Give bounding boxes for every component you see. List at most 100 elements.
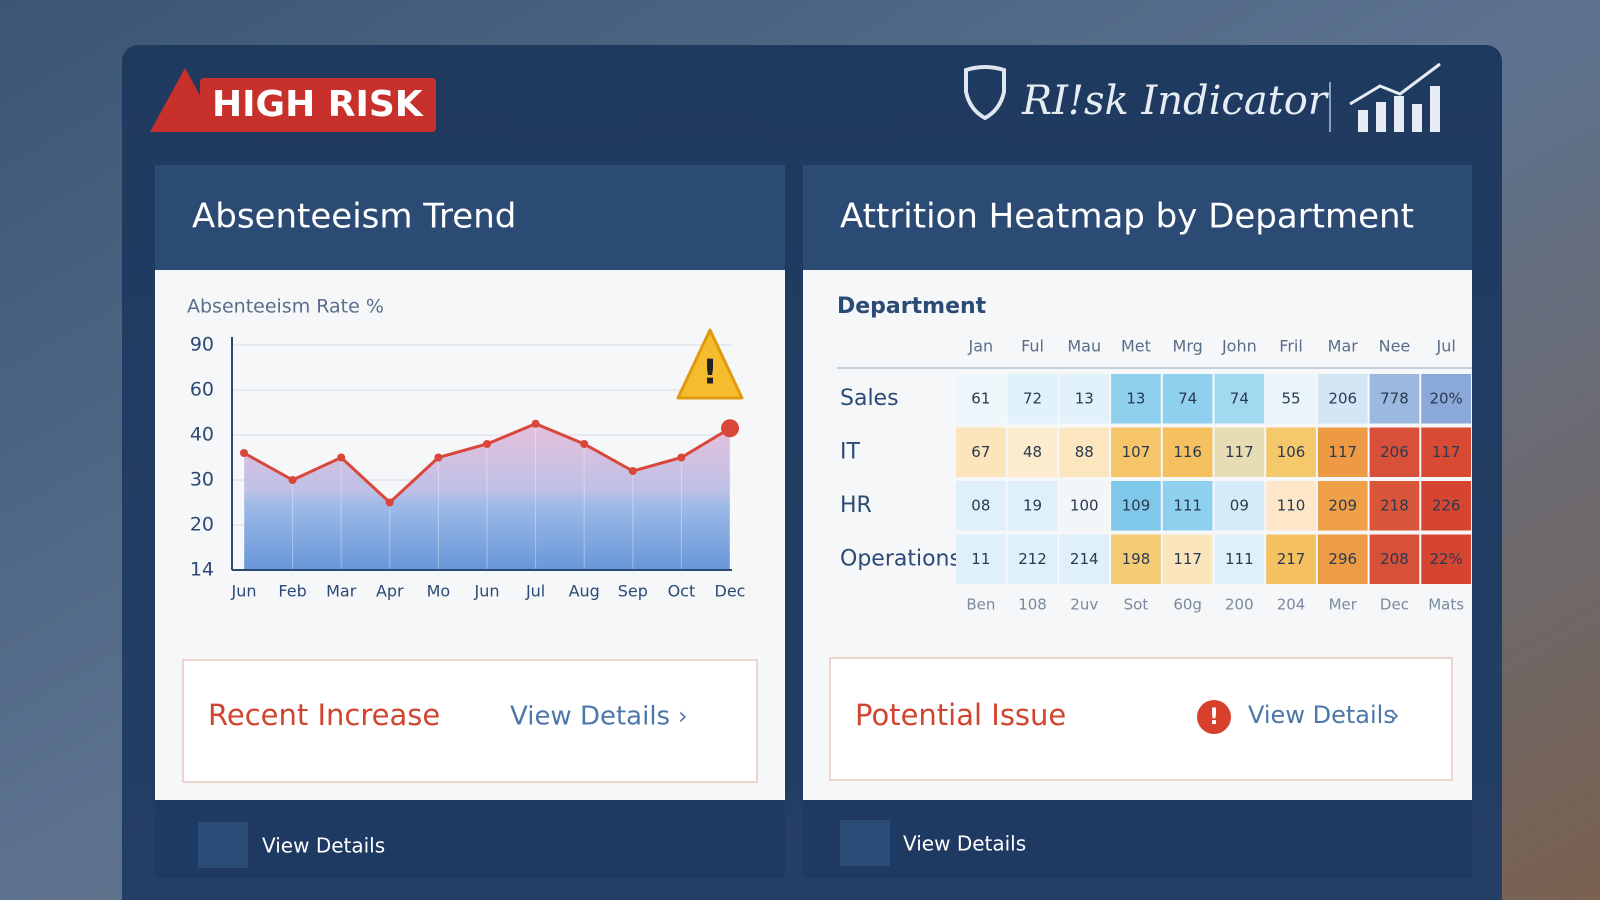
cell-value: 208 <box>1380 550 1409 568</box>
point <box>385 498 394 507</box>
column-label: Ful <box>1021 337 1044 356</box>
footer-link[interactable]: View Details <box>262 834 385 858</box>
x-tick-label: Apr <box>376 582 404 601</box>
cell-value: 61 <box>971 389 990 407</box>
y-tick-label: 40 <box>190 424 214 446</box>
point <box>628 467 637 475</box>
cell-value: 22% <box>1429 550 1462 568</box>
heat-cell <box>1214 534 1265 584</box>
y-axis-label: Absenteeism Rate % <box>187 296 384 318</box>
heat-cell <box>1421 427 1471 477</box>
heat-cell <box>1111 427 1161 477</box>
cell-value: 72 <box>1023 389 1042 407</box>
alert-text: Potential Issue <box>855 698 1066 732</box>
heat-cell <box>1421 534 1471 584</box>
cell-value: 67 <box>971 443 990 461</box>
x-tick-label: Aug <box>569 582 600 601</box>
x-tick-label: Jun <box>474 582 500 601</box>
heat-cell <box>1162 374 1213 424</box>
x-tick-label: Dec <box>715 582 746 601</box>
cell-value: 74 <box>1230 389 1249 407</box>
area <box>244 423 730 570</box>
bottom-label: Mats <box>1428 596 1464 614</box>
cell-value: 217 <box>1277 550 1306 568</box>
column-label: Mrg <box>1173 337 1203 356</box>
chevron: › <box>678 702 688 730</box>
cell-value: 74 <box>1178 389 1197 407</box>
footer-icon <box>198 822 248 868</box>
alert-box <box>829 657 1453 781</box>
heat-cell <box>1421 374 1471 424</box>
cell-value: 198 <box>1122 550 1151 568</box>
cell-value: 117 <box>1432 443 1461 461</box>
heat-cell <box>1369 534 1420 584</box>
heat-cell <box>956 481 1006 531</box>
heat-cell <box>1007 374 1058 424</box>
details-link[interactable]: View Details <box>1248 701 1396 729</box>
details-link[interactable]: View Details <box>510 702 670 732</box>
y-tick-label: 14 <box>190 559 214 581</box>
cell-value: 117 <box>1328 443 1357 461</box>
y-tick-label: 90 <box>190 334 214 356</box>
badge-text: HIGH RISK <box>212 84 424 125</box>
cell-value: 214 <box>1070 550 1099 568</box>
cell-value: 117 <box>1173 550 1202 568</box>
x-tick-label: Oct <box>668 582 696 601</box>
column-label: Jul <box>1435 337 1455 356</box>
column-label: Met <box>1121 337 1151 356</box>
x-tick-label: Mo <box>427 582 451 601</box>
point <box>288 476 297 484</box>
row-label: IT <box>840 439 860 464</box>
cell-value: 13 <box>1126 389 1145 407</box>
point <box>483 440 491 448</box>
warning-icon <box>676 328 744 400</box>
heat-cell <box>1111 481 1161 531</box>
x-tick-label: Jul <box>525 582 545 601</box>
heat-cell <box>956 427 1006 477</box>
heat-cell <box>1369 374 1420 424</box>
cell-value: 778 <box>1380 389 1409 407</box>
heatmap: Jan Ful Mau Met Mrg John Fril Mar Nee Jul Ben 108 2u… <box>840 337 1471 614</box>
point <box>531 419 540 428</box>
panel-header <box>803 165 1472 270</box>
heat-cell <box>1162 427 1213 477</box>
cell-value: 209 <box>1328 496 1357 514</box>
cell-value: 09 <box>1230 496 1249 514</box>
cell-value: 100 <box>1070 496 1099 514</box>
bottom-label: 200 <box>1225 596 1254 614</box>
heat-cell <box>1059 481 1110 531</box>
y-tick-label: 30 <box>190 469 214 491</box>
point <box>677 453 686 462</box>
alert-box <box>182 659 758 783</box>
cell-value: 111 <box>1225 550 1254 568</box>
y-tick-label: 20 <box>190 514 214 536</box>
cell-value: 106 <box>1277 443 1306 461</box>
heat-cell <box>1317 427 1368 477</box>
footer-icon <box>840 820 890 866</box>
column-label: Nee <box>1379 337 1411 356</box>
cell-value: 19 <box>1023 496 1042 514</box>
heat-cell <box>1007 534 1058 584</box>
column-label: John <box>1221 337 1257 356</box>
line-chart: 14 20 30 40 60 90 Jun Feb Mar Apr Mo Jun Jul Aug Sep Oc… <box>190 334 746 601</box>
heat-cell <box>1369 427 1420 477</box>
cell-value: 08 <box>971 496 990 514</box>
cell-value: 110 <box>1277 496 1306 514</box>
bottom-label: 60g <box>1173 596 1202 614</box>
chevron: › <box>1390 701 1400 729</box>
alert-text: Recent Increase <box>208 698 440 732</box>
row-label: Sales <box>840 386 899 411</box>
heat-cell <box>1317 481 1368 531</box>
cell-value: 296 <box>1328 550 1357 568</box>
cell-value: 13 <box>1075 389 1094 407</box>
footer-link[interactable]: View Details <box>903 832 1026 856</box>
warning-mark: ! <box>702 353 718 393</box>
heat-cell <box>1214 481 1265 531</box>
panel-title: Attrition Heatmap by Department <box>840 197 1414 237</box>
cell-value: 218 <box>1380 496 1409 514</box>
cell-value: 206 <box>1328 389 1357 407</box>
cell-value: 20% <box>1429 389 1462 407</box>
heat-cell <box>1059 374 1110 424</box>
